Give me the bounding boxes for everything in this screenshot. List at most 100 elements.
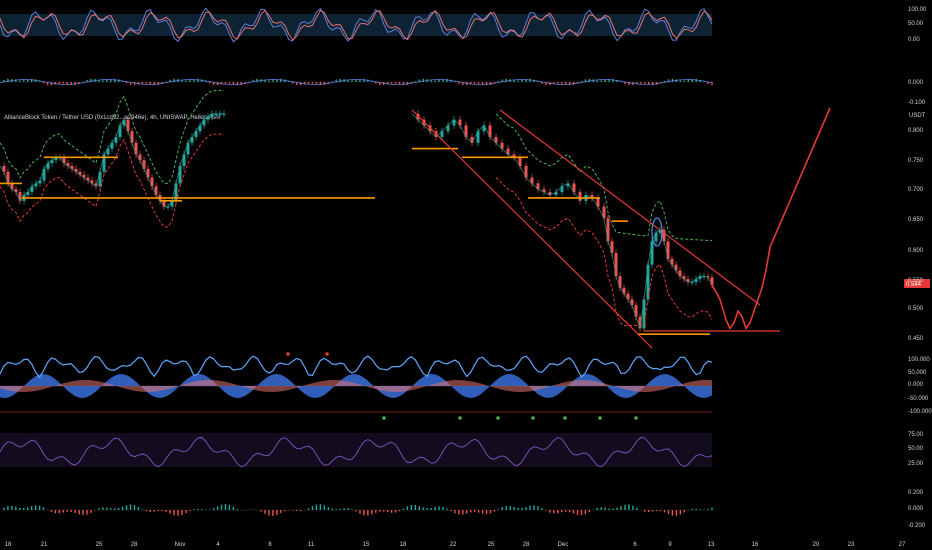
x-axis: 18 21 25 28 Nov 4 8 11 15 18 22 25 28 Dec 6 9 13 16 20 23 27	[5, 542, 906, 548]
candle-body	[118, 125, 122, 137]
candle-body	[634, 305, 638, 317]
axis-tick-label: 0.200	[908, 490, 924, 496]
candle-body	[10, 183, 14, 190]
candle-body	[488, 125, 492, 137]
macd-histogram	[3, 504, 713, 516]
right-axis: 100.00 50.00 0.00 0.000 -0.100 0.800 0.750 0.70…	[908, 7, 932, 529]
band-lower-line	[0, 133, 224, 228]
price-series-1	[0, 113, 224, 207]
osc-signal-dot	[496, 416, 500, 420]
candle-body	[78, 171, 82, 175]
candle-body	[218, 113, 222, 115]
candle-body	[182, 154, 186, 166]
axis-tick-label: 50.00	[908, 21, 924, 27]
candle-body	[186, 142, 190, 155]
candle-body	[178, 166, 182, 184]
candle-body	[452, 119, 456, 126]
channel-lower-line	[411, 109, 653, 349]
osc-signal-dot	[286, 352, 290, 356]
band-upper-line	[0, 90, 224, 184]
candle-body	[82, 174, 86, 178]
candle-body	[500, 142, 504, 149]
candle-body	[210, 113, 214, 117]
band-lower-line-2	[495, 177, 713, 326]
candle-body	[194, 131, 198, 137]
candle-body	[446, 125, 450, 132]
candle-body	[2, 166, 6, 172]
osc-signal-dot	[563, 416, 567, 420]
candle-body	[548, 192, 552, 195]
x-axis-label: Nov	[175, 542, 186, 548]
candle-body	[458, 119, 462, 126]
candle-body	[190, 137, 194, 143]
band-upper-line-2	[495, 113, 713, 242]
axis-tick-label: 0.650	[908, 217, 924, 223]
candle-body	[670, 258, 674, 265]
candle-body	[702, 276, 706, 278]
candle-body	[666, 241, 670, 259]
currency-label: USDT	[909, 113, 926, 119]
axis-tick-label: -50.000	[908, 396, 929, 402]
candle-body	[650, 241, 654, 265]
osc-wave-line	[0, 355, 713, 379]
candle-body	[30, 186, 34, 193]
axis-tick-label: 0.800	[908, 128, 924, 134]
candle-body	[606, 218, 610, 242]
candle-body	[114, 137, 118, 143]
candle-body	[542, 189, 546, 193]
x-axis-label: 20	[813, 542, 820, 548]
candle-body	[686, 279, 690, 282]
candle-body	[26, 192, 30, 195]
axis-tick-label: 0.700	[908, 187, 924, 193]
axis-tick-label: 0.00	[908, 37, 920, 43]
candle-body	[690, 282, 694, 283]
osc-pane	[0, 352, 713, 420]
axis-tick-label: -0.100	[908, 100, 926, 106]
candle-body	[646, 264, 650, 300]
x-axis-label: 18	[5, 542, 12, 548]
candle-body	[642, 299, 646, 329]
candle-body	[106, 148, 110, 155]
candle-body	[476, 131, 480, 143]
macd-top-pane	[0, 78, 713, 86]
x-axis-label: 25	[96, 542, 103, 548]
candle-body	[662, 229, 666, 242]
candle-body	[18, 192, 22, 201]
candle-body	[464, 125, 468, 137]
x-axis-label: 8	[268, 542, 272, 548]
axis-tick-label: 50.000	[908, 370, 927, 376]
candle-body	[682, 276, 686, 280]
candle-body	[626, 293, 630, 300]
candle-body	[602, 206, 606, 219]
macd-pane	[0, 504, 713, 516]
candle-body	[42, 168, 46, 181]
candle-body	[214, 113, 218, 115]
highlight-ellipse	[651, 217, 663, 247]
candle-body	[142, 160, 146, 169]
candle-body	[536, 183, 540, 190]
candle-body	[38, 180, 42, 184]
axis-tick-label: 0.450	[908, 336, 924, 342]
candle-body	[524, 166, 528, 178]
candle-body	[146, 168, 150, 178]
candle-body	[518, 157, 522, 166]
last-price-badge	[904, 279, 930, 288]
candle-body	[150, 177, 154, 187]
candle-body	[50, 160, 54, 164]
x-axis-label: 28	[523, 542, 530, 548]
candle-body	[494, 137, 498, 143]
candle-body	[90, 180, 94, 184]
candle-body	[138, 154, 142, 161]
projection-path	[711, 107, 831, 331]
candle-body	[198, 125, 202, 132]
candle-body	[618, 276, 622, 288]
candle-body	[698, 276, 702, 280]
candle-body	[130, 131, 134, 143]
candle-body	[610, 241, 614, 253]
candle-body	[86, 177, 90, 181]
candle-body	[596, 197, 600, 207]
osc-signal-dots	[286, 352, 638, 420]
chart-title: AllianceBlock Token / Tether USD (0x1cd9…	[4, 115, 220, 121]
channel-upper-line	[499, 109, 761, 306]
candle-body	[578, 192, 582, 201]
